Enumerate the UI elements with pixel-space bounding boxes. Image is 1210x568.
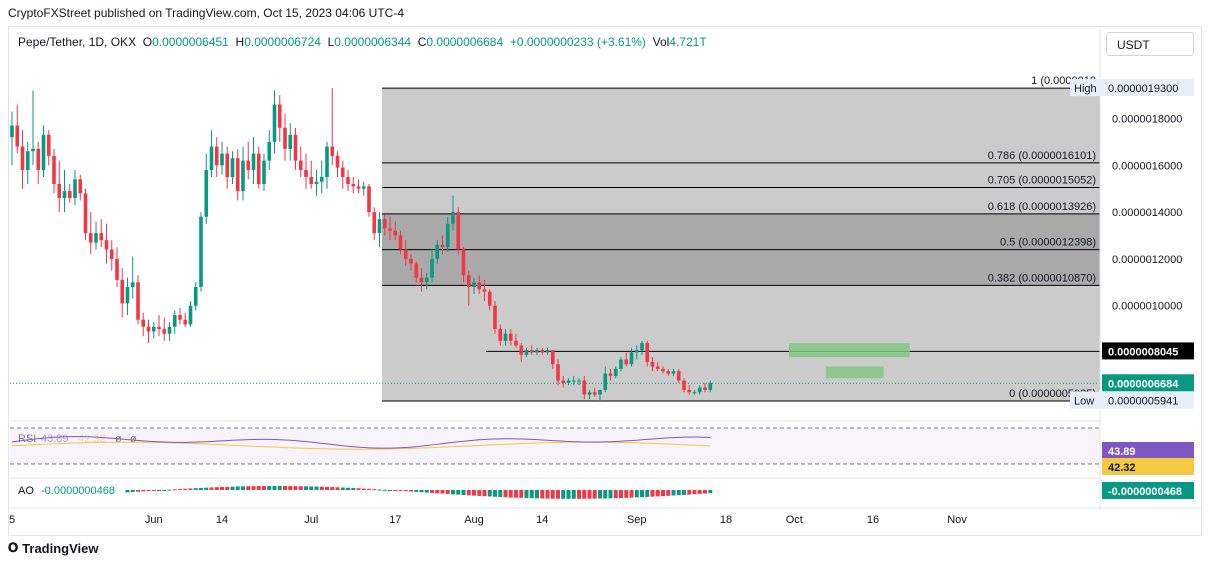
open-label: O [142,35,153,49]
tradingview-brand[interactable]: 𝐎 TradingView [8,540,99,556]
chart-frame [8,26,1202,536]
change-value: +0.0000000233 (+3.61%) [509,35,646,49]
symbol-name[interactable]: Pepe/Tether, 1D, OKX [18,35,137,49]
publisher-line: CryptoFXStreet published on TradingView.… [8,6,404,20]
high-value: 0.0000006724 [244,35,321,49]
close-label: C [417,35,427,49]
currency-unit-button[interactable]: USDT [1106,32,1194,56]
symbol-legend: Pepe/Tether, 1D, OKX O0.0000006451 H0.00… [18,35,707,49]
low-label: L [327,35,335,49]
brand-name: TradingView [22,540,99,556]
tradingview-logo-icon: 𝐎 [8,540,19,555]
close-value: 0.0000006684 [426,35,504,49]
open-value: 0.0000006451 [152,35,229,49]
high-label: H [235,35,245,49]
vol-label: Vol [652,35,670,49]
vol-value: 4.721T [669,35,707,49]
low-value: 0.0000006344 [334,35,412,49]
